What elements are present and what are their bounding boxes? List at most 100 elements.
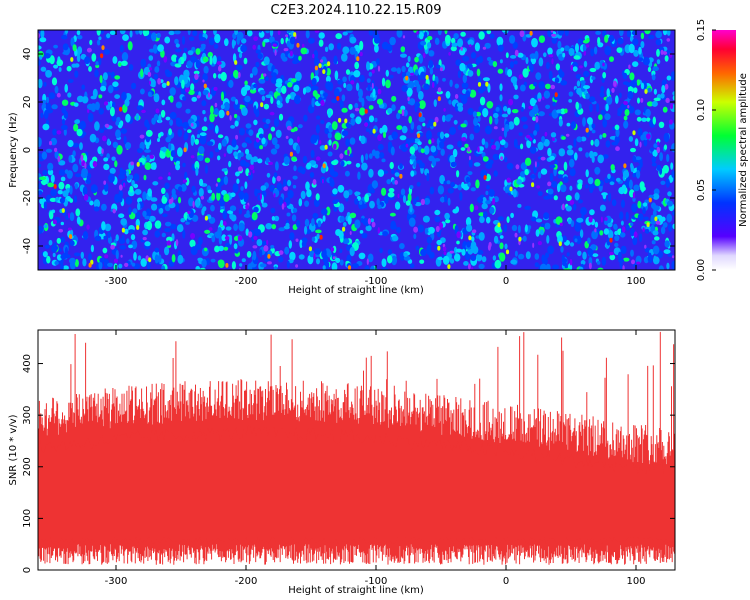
- spectrogram-cell: [501, 127, 505, 132]
- spectrogram-cell: [68, 79, 74, 83]
- spectrogram-cell: [169, 119, 174, 126]
- spectrogram-hotspot: [204, 215, 208, 221]
- spectrogram-cell: [562, 258, 568, 263]
- spectrogram-cell: [259, 30, 263, 33]
- spectrogram-cell: [349, 246, 355, 257]
- spectrogram-cell: [214, 102, 218, 108]
- spectrogram-cell: [74, 173, 82, 178]
- spectrogram-cell: [561, 235, 567, 243]
- spectrogram-cell: [513, 94, 519, 100]
- spectrogram-cell: [530, 174, 536, 179]
- spectrogram-cell: [652, 230, 659, 236]
- spectrogram-cell: [529, 109, 536, 118]
- spectrogram-cell: [634, 138, 639, 147]
- spectrogram-cell: [169, 87, 176, 96]
- spectrogram-cell: [385, 69, 389, 77]
- spectrogram-cell: [434, 209, 441, 216]
- spectrogram-cell: [602, 72, 607, 79]
- spectrogram-cell: [276, 175, 281, 182]
- spectrogram-cell: [662, 222, 668, 228]
- spectrogram-cell: [580, 136, 587, 142]
- spectrogram-cell: [331, 98, 338, 104]
- spectrogram-cell: [389, 36, 396, 46]
- spectrogram-cell: [245, 85, 251, 91]
- spectrogram-cell: [632, 236, 638, 246]
- spectrogram-cell: [586, 38, 590, 43]
- spectrogram-cell: [316, 233, 320, 240]
- spectrogram-cell: [157, 78, 162, 85]
- spectrogram-cell: [589, 185, 594, 194]
- spectrogram-cell: [120, 128, 128, 134]
- spectrogram-cell: [90, 103, 97, 112]
- spectrogram-cell: [633, 49, 639, 57]
- spectrogram-cell: [562, 52, 566, 58]
- spectrogram-cell: [498, 136, 503, 141]
- spectrogram-cell: [48, 92, 56, 100]
- spectrogram-cell: [465, 217, 472, 227]
- spectrogram-cell: [202, 89, 209, 96]
- spectrogram-cell: [226, 144, 233, 154]
- spectrogram-cell: [159, 207, 164, 214]
- spectrogram-cell: [320, 56, 327, 66]
- spectrogram-cell: [492, 197, 496, 205]
- spectrogram-cell: [528, 61, 533, 71]
- spectrogram-cell: [477, 196, 484, 203]
- spectrogram-cell: [43, 53, 51, 59]
- spectrogram-cell: [671, 260, 675, 270]
- spectrogram-cell: [535, 229, 540, 237]
- spectrogram-cell: [133, 251, 137, 261]
- spectrogram-cell: [76, 30, 81, 36]
- spectrogram-cell: [514, 84, 518, 90]
- spectrogram-cell: [576, 217, 584, 223]
- spectrogram-cell: [166, 240, 171, 246]
- spectrogram-cell: [257, 53, 263, 60]
- spectrogram-cell: [339, 259, 344, 266]
- spectrogram-cell: [672, 95, 675, 101]
- spectrogram-cell: [60, 254, 67, 260]
- y-tick-label: 100: [22, 509, 33, 528]
- spectrogram-cell: [98, 57, 102, 66]
- spectrogram-cell: [439, 141, 445, 149]
- spectrogram-cell: [377, 134, 382, 142]
- spectrogram-cell: [477, 76, 482, 84]
- spectrogram-cell: [42, 251, 48, 258]
- spectrogram-cell: [389, 74, 394, 79]
- spectrogram-cell: [148, 215, 156, 222]
- spectrogram-cell: [516, 179, 523, 185]
- spectrogram-cell: [587, 237, 591, 244]
- spectrogram-cell: [110, 71, 115, 79]
- spectrogram-cell: [188, 197, 194, 207]
- spectrogram-cell: [221, 234, 227, 242]
- spectrogram-cell: [449, 126, 456, 135]
- spectrogram-cell: [447, 187, 454, 194]
- spectrogram-cell: [570, 121, 577, 130]
- spectrogram-cell: [123, 182, 126, 188]
- spectrogram-cell: [666, 30, 671, 36]
- spectrogram-cell: [240, 159, 247, 167]
- spectrogram-cell: [316, 258, 320, 265]
- spectrogram-cell: [223, 175, 229, 185]
- spectrogram-cell: [449, 258, 455, 264]
- spectrogram-cell: [567, 218, 572, 225]
- spectrogram-cell: [551, 58, 554, 65]
- spectrogram-cell: [396, 67, 401, 74]
- spectrogram-cell: [396, 227, 401, 234]
- spectrogram-cell: [379, 152, 385, 159]
- spectrogram-cell: [623, 100, 628, 106]
- spectrogram-cell: [381, 158, 386, 163]
- spectrogram-cell: [253, 36, 259, 41]
- spectrogram-cell: [230, 192, 236, 198]
- spectrogram-cell: [298, 55, 302, 61]
- spectrogram-cell: [153, 73, 158, 80]
- spectrogram-cell: [470, 267, 474, 270]
- spectrogram-cell: [427, 35, 433, 41]
- spectrogram-cell: [168, 30, 175, 36]
- spectrogram-cell: [376, 198, 380, 206]
- spectrogram-cell: [98, 107, 104, 115]
- spectrogram-cell: [670, 103, 674, 110]
- spectrogram-cell: [289, 36, 295, 45]
- spectrogram-hotspot: [136, 225, 140, 230]
- spectrogram-cell: [201, 208, 205, 216]
- spectrogram-hotspot: [372, 128, 376, 134]
- spectrogram-cell: [38, 190, 43, 195]
